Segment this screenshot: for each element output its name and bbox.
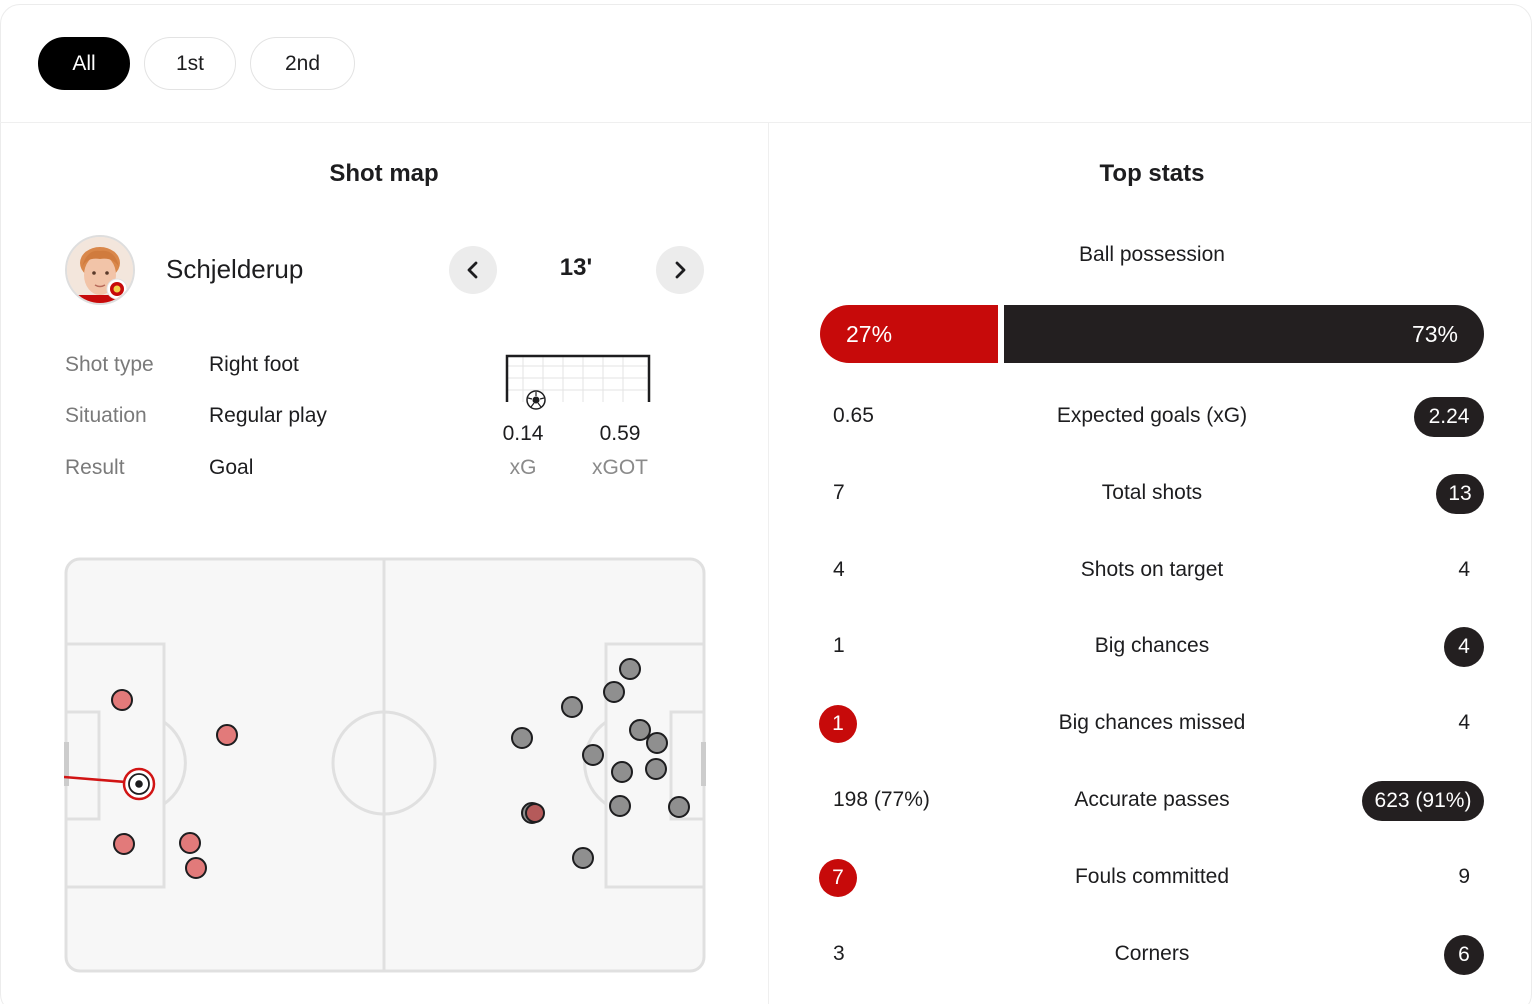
possession-home-value: 27% [846, 320, 893, 347]
away-shot-marker[interactable] [603, 681, 625, 703]
away-shot-marker[interactable] [582, 744, 604, 766]
period-tabs: All 1st 2nd [38, 37, 355, 90]
selected-goal-shot-marker[interactable] [122, 767, 156, 801]
previous-shot-button[interactable] [449, 246, 497, 294]
situation-value: Regular play [209, 404, 327, 427]
away-shot-marker[interactable] [619, 658, 641, 680]
big-chances-away-value: 4 [1444, 627, 1484, 667]
away-shot-marker[interactable] [645, 758, 667, 780]
away-shot-marker[interactable] [561, 696, 583, 718]
home-shot-marker[interactable] [179, 832, 201, 854]
big-chances-missed-home-value: 1 [819, 705, 857, 743]
away-shot-marker[interactable] [609, 795, 631, 817]
tab-all[interactable]: All [38, 37, 130, 90]
home-shot-marker[interactable] [113, 833, 135, 855]
shots-on-target-label: Shots on target [1080, 558, 1224, 581]
away-shot-marker[interactable] [611, 761, 633, 783]
xg-away-value: 2.24 [1414, 397, 1484, 437]
big-chances-missed-label: Big chances missed [1058, 711, 1246, 734]
big-chances-home-value: 1 [833, 634, 845, 657]
away-shot-marker[interactable] [629, 719, 651, 741]
away-shot-marker[interactable] [646, 732, 668, 754]
xg-value: 0.14 [502, 422, 544, 445]
total-shots-home-value: 7 [833, 481, 845, 504]
accurate-passes-away-value: 623 (91%) [1362, 781, 1484, 821]
possession-label: Ball possession [1079, 243, 1225, 266]
accurate-passes-home-value: 198 (77%) [833, 788, 930, 811]
corners-label: Corners [1114, 942, 1190, 965]
possession-away-bar: 73% [1004, 305, 1484, 363]
shot-type-value: Right foot [209, 353, 299, 376]
xg-label: xG [509, 456, 537, 479]
tab-second-half[interactable]: 2nd [250, 37, 355, 90]
home-shot-marker[interactable] [525, 803, 545, 823]
xg-stat-label: Expected goals (xG) [1056, 404, 1248, 427]
total-shots-away-value: 13 [1436, 474, 1484, 514]
tab-first-half[interactable]: 1st [144, 37, 236, 90]
top-stats-title: Top stats [1099, 160, 1205, 187]
chevron-right-icon [675, 261, 686, 279]
xgot-label: xGOT [592, 456, 648, 479]
away-shot-marker[interactable] [511, 727, 533, 749]
situation-label: Situation [65, 404, 147, 427]
corners-away-value: 6 [1444, 935, 1484, 975]
result-label: Result [65, 456, 125, 479]
home-shot-marker[interactable] [216, 724, 238, 746]
shot-type-label: Shot type [65, 353, 154, 376]
home-shot-marker[interactable] [111, 689, 133, 711]
shot-minute: 13' [559, 254, 593, 281]
corners-home-value: 3 [833, 942, 845, 965]
possession-home-bar: 27% [820, 305, 998, 363]
player-name: Schjelderup [166, 254, 304, 284]
player-avatar [65, 235, 135, 305]
fouls-committed-away-value: 9 [1458, 865, 1470, 888]
goal-frame-icon [505, 354, 651, 410]
next-shot-button[interactable] [656, 246, 704, 294]
chevron-left-icon [467, 261, 478, 279]
fouls-committed-home-value: 7 [819, 859, 857, 897]
away-shot-marker[interactable] [572, 847, 594, 869]
big-chances-label: Big chances [1094, 634, 1210, 657]
away-shot-marker[interactable] [668, 796, 690, 818]
possession-away-value: 73% [1411, 320, 1458, 347]
shot-map-pitch [64, 557, 706, 973]
shots-on-target-home-value: 4 [833, 558, 845, 581]
home-shot-marker[interactable] [185, 857, 207, 879]
total-shots-label: Total shots [1101, 481, 1203, 504]
result-value: Goal [209, 456, 254, 479]
xg-home-value: 0.65 [833, 404, 874, 427]
header-divider [0, 122, 1532, 123]
shot-map-title: Shot map [329, 160, 439, 187]
fouls-committed-label: Fouls committed [1074, 865, 1230, 888]
big-chances-missed-away-value: 4 [1458, 711, 1470, 734]
shots-on-target-away-value: 4 [1458, 558, 1470, 581]
xgot-value: 0.59 [599, 422, 641, 445]
column-divider [768, 123, 769, 1004]
accurate-passes-label: Accurate passes [1074, 788, 1230, 811]
